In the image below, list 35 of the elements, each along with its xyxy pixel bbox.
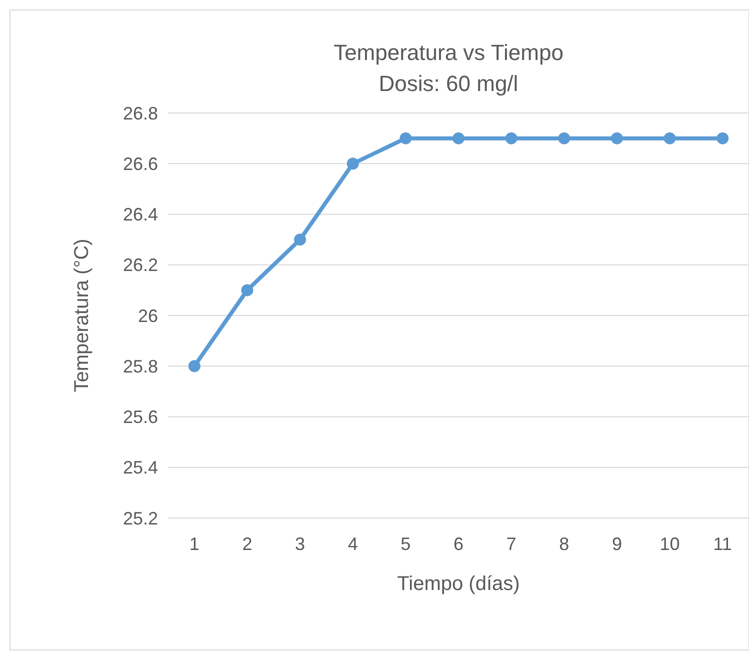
point xyxy=(610,132,623,144)
x-tick-label: 6 xyxy=(453,534,464,554)
x-tick-label: 4 xyxy=(348,534,358,554)
y-tick-label: 26.4 xyxy=(122,204,158,225)
point xyxy=(452,132,464,144)
y-tick-label: 26.2 xyxy=(122,255,158,276)
point xyxy=(505,132,518,144)
point xyxy=(400,132,412,144)
x-tick-label: 10 xyxy=(660,534,680,554)
point xyxy=(346,158,359,170)
x-tick-label: 5 xyxy=(400,534,411,554)
x-tick-label: 1 xyxy=(189,534,200,554)
x-tick-label: 7 xyxy=(506,534,516,554)
point xyxy=(294,234,306,246)
x-tick-label: 9 xyxy=(612,534,622,554)
y-tick-label: 26 xyxy=(138,306,158,326)
point xyxy=(188,360,200,372)
point xyxy=(716,132,729,144)
x-tick-label: 3 xyxy=(295,534,306,554)
point xyxy=(558,132,570,144)
y-tick-label: 26.6 xyxy=(122,154,158,174)
y-tick-label: 25.8 xyxy=(122,356,158,376)
y-tick-label: 25.2 xyxy=(122,508,158,528)
x-tick-label: 8 xyxy=(559,534,570,554)
y-axis-title: Temperatura (°C) xyxy=(71,238,93,392)
chart-title: Temperatura vs Tiempo xyxy=(334,40,564,65)
y-tick-label: 26.8 xyxy=(122,103,158,124)
point xyxy=(241,284,254,296)
y-tick-label: 25.6 xyxy=(122,407,158,428)
x-tick-label: 2 xyxy=(242,534,252,554)
x-axis-title: Tiempo (días) xyxy=(397,573,520,595)
y-tick-label: 25.4 xyxy=(122,458,158,478)
chart-subtitle: Dosis: 60 mg/l xyxy=(378,71,518,96)
point xyxy=(664,132,676,144)
x-tick-label: 11 xyxy=(713,534,732,554)
